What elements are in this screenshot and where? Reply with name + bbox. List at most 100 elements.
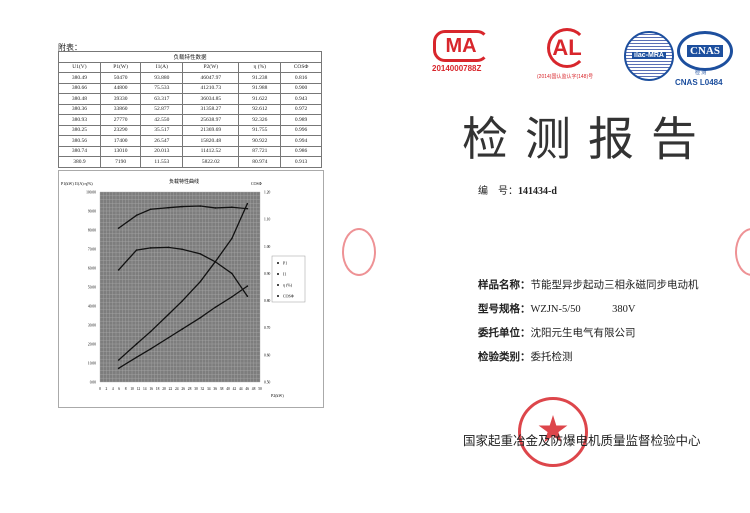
x-tick-label: 24 [175,387,179,391]
data-point [117,227,120,229]
table-cell: 46047.97 [182,72,240,84]
column-header: U1(V) [58,61,101,73]
cnas-text: CNAS [687,45,723,57]
x-tick-label: 8 [125,387,127,391]
table-cell: 80.974 [238,156,282,168]
y-left-tick-label: 30.00 [88,324,96,328]
data-point [199,280,202,283]
cnas-logo: CNAS [677,31,733,71]
x-tick-label: 20 [162,387,166,391]
report-title: 检测报告 [462,112,714,166]
table-cell: 21369.69 [182,124,240,136]
data-point [149,330,152,333]
table-cell: 0.986 [280,145,322,157]
table-cell: 380.56 [58,135,101,147]
table-cell: 31358.27 [182,103,240,115]
issuer-name: 国家起重冶金及防爆电机质量监督检验中心 [463,433,701,448]
column-header: P2(W) [182,61,240,73]
y-right-tick-label: 0.90 [264,272,270,276]
x-tick-label: 32 [201,387,205,391]
data-point [167,206,170,209]
table-cell: 380.25 [58,124,101,136]
column-header: P1(W) [99,61,142,73]
table-cell: 63.317 [140,93,184,105]
table-cell: 0.994 [280,135,322,147]
data-point [149,208,152,211]
data-point [199,253,202,255]
data-point [117,359,120,361]
table-cell: 87.721 [238,145,282,157]
table-row: 380.93 27770 42.550 25638.97 92.326 0.989 [58,114,322,126]
field-label: 检验类别： [478,351,531,363]
data-point [246,202,249,205]
table-cell: 0.989 [280,114,322,126]
report-field: 型号规格：WZJN-5/50 380V [478,301,636,316]
y-right-tick-label: 0.80 [264,299,270,303]
data-point [199,205,202,207]
legend-box [271,255,306,303]
table-cell: 0.913 [280,156,322,168]
report-field: 委托单位：沈阳元生电气有限公司 [478,325,636,340]
table-cell: 91.238 [238,72,282,84]
data-point [181,205,183,208]
x-tick-label: 12 [137,387,141,391]
table-cell: 380.93 [58,114,101,126]
y-right-tick-label: 0.50 [264,381,270,385]
cma-logo: MA [433,30,489,62]
y-left-tick-label: 40.00 [88,305,96,309]
table-cell: 13010 [99,145,142,157]
number-value: 141434-d [518,186,557,197]
legend-label: COSΦ [283,294,294,299]
table-row: 380.9 7190 11.553 5822.02 80.974 0.913 [58,156,322,168]
report-field: 检验类别：委托检测 [478,349,573,364]
data-point [231,272,233,275]
table-cell: 44800 [99,82,142,94]
y-left-tick-label: 60.00 [88,267,96,271]
table-cell: 380.66 [58,82,101,94]
x-tick-label: 48 [252,387,256,391]
table-row: 380.56 17400 26.547 15820.48 90.922 0.994 [58,135,322,147]
x-tick-label: 14 [143,387,147,391]
y-right-label: COSΦ [251,181,262,186]
x-tick-label: 28 [188,387,192,391]
table-row: 380.48 39330 63.317 36034.85 91.622 0.943 [58,93,322,105]
table-cell: 93.880 [140,72,184,84]
x-tick-label: 4 [112,387,114,391]
table-cell: 91.755 [238,124,282,136]
field-value: 沈阳元生电气有限公司 [530,328,636,339]
cma-number: 2014000788Z [432,64,482,73]
data-point [135,356,138,359]
x-tick-label: 36 [213,387,217,391]
y-left-tick-label: 70.00 [88,248,96,252]
report-number: 编 号：141434-d [478,182,557,197]
table-cell: 91.622 [238,93,282,105]
appendix-label: 附表： [58,43,82,52]
field-label: 样品名称： [478,279,531,291]
table-cell: 75.533 [140,82,184,94]
data-point [167,313,170,316]
table-cell: 0.996 [280,124,322,136]
table-cell: 20.013 [140,145,184,157]
y-right-tick-label: 0.70 [264,326,270,330]
table-cell: 23290 [99,124,142,136]
legend-label: I1 [283,272,286,277]
legend-label: η (%) [283,283,293,288]
table-cell: 380.9 [58,156,101,168]
table-cell: 380.49 [58,72,101,84]
x-axis-label: P2(kW) [271,393,284,398]
x-tick-label: 34 [207,387,211,391]
official-seal [518,397,588,467]
y-left-tick-label: 10.00 [88,362,96,366]
data-point [231,206,233,209]
table-cell: 33860 [99,103,142,115]
field-label: 型号规格： [478,303,531,315]
legend-marker [277,295,279,297]
data-point [214,207,217,209]
column-header: I1(A) [140,61,184,73]
data-point [149,247,152,249]
x-tick-label: 10 [130,387,134,391]
partial-seal-right [735,228,750,276]
x-tick-label: 2 [106,387,108,391]
table-cell: 36034.85 [182,93,240,105]
